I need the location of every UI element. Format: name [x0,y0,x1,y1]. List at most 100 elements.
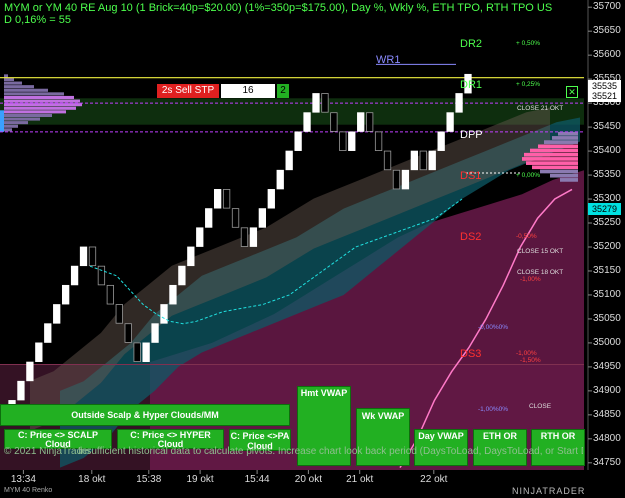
x-tick-label: 20 okt [294,474,323,485]
order-count[interactable]: 2 [277,84,289,98]
renko-brick-up [428,150,436,171]
pa-cloud-button[interactable]: C: Price <>PA Cloud [229,429,291,451]
y-tick-label: 35250 [593,217,621,228]
x-tick-label: 13:34 [10,474,36,485]
level-label-dr1: DR1 [460,78,483,91]
renko-brick-up [401,169,410,190]
volume-profile-bar [4,110,66,114]
pivot-warning-text: Insufficient historical data to calculat… [78,446,583,457]
renko-brick-up [44,323,52,343]
renko-brick-up [258,208,267,228]
renko-brick-up [53,304,61,324]
right-profile-bar [538,144,578,149]
level-pct-ds1: + 0,00% [516,171,541,179]
sell-stop-label[interactable]: 2s Sell STP [157,84,219,98]
renko-brick-down [124,323,132,343]
y-tick-label: 35500 [593,97,621,109]
renko-brick-up [169,284,177,305]
pct-label-c: -1,00%0% [478,406,508,413]
renko-brick-down [339,131,347,151]
renko-brick-up [303,112,311,132]
renko-brick-up [464,73,472,94]
level-label-ds3: DS3 [460,347,482,360]
right-profile-bar [522,157,578,161]
renko-brick-up [249,227,258,247]
x-tick-label: 21 okt [346,474,374,485]
renko-brick-up [437,131,445,151]
right-profile-bar [544,140,578,144]
renko-brick-up [267,189,275,209]
price-tag: 35535 [588,80,622,93]
chart-subtitle: D 0,16% = 55 [4,14,71,26]
scalp-cloud-button[interactable]: C: Price <> SCALP Cloud [4,429,112,449]
y-tick-label: 35350 [593,169,621,181]
close-order-icon[interactable]: ✕ [566,86,578,98]
volume-profile-bar [4,121,28,125]
day-vwap-button[interactable]: Day VWAP [414,429,468,466]
outside-scalp-hyper-button[interactable]: Outside Scalp & Hyper Clouds/MM [0,404,290,426]
y-tick-label: 35100 [593,288,621,300]
order-quantity[interactable]: 16 [221,84,275,98]
renko-brick-up [213,189,222,209]
y-tick-label: 35400 [593,145,621,157]
renko-brick-up [178,265,186,286]
price-tag: 35521 [588,90,622,103]
level-label-wr1: WR1 [376,54,401,67]
x-tick-label: 22 okt [420,474,448,485]
renko-brick-up [196,227,204,247]
copyright-text: © 2021 NinjaTrader [4,446,92,457]
level-label-ds2: DS2 [460,231,482,244]
level-pct-dr2: + 0,50% [516,39,541,47]
right-profile-bar [530,148,578,153]
renko-brick-down [392,169,401,190]
rth-or-button[interactable]: RTH OR [531,429,585,466]
volume-profile-bar [4,77,14,82]
renko-brick-down [106,284,115,305]
wk-vwap-button[interactable]: Wk VWAP [356,408,410,466]
right-profile-bar [524,152,578,157]
renko-brick-up [160,304,168,324]
pink-band-line [399,188,573,468]
renko-brick-up [142,342,150,362]
renko-brick-up [205,208,213,228]
y-tick-label: 35000 [593,336,621,348]
y-tick-label: 35300 [593,193,621,205]
volume-profile-bar [4,117,40,121]
level-label-ds1: DS1 [460,169,482,182]
renko-brick-up [294,131,302,151]
renko-brick-up [151,323,159,343]
renko-brick-down [321,93,329,113]
volume-profile-bar [4,113,52,117]
right-profile-bar [558,131,578,136]
x-tick-label: 15:44 [244,474,270,485]
right-profile-bar [526,161,578,165]
pct-label-a: -0,00%0% [478,324,508,331]
volume-profile-bar [4,95,74,100]
renko-brick-down [419,150,427,171]
close-bottom-label: CLOSE [529,403,552,410]
renko-brick-down [383,150,392,171]
y-tick-label: 35050 [593,312,621,324]
eth-or-button[interactable]: ETH OR [473,429,527,466]
y-tick-label: 35650 [593,25,621,37]
y-tick-label: 35600 [593,49,621,61]
renko-brick-up [79,246,88,267]
renko-brick-up [446,112,454,132]
renko-brick-up [187,246,195,267]
volume-profile-bar [4,88,48,92]
hmt-vwap-button[interactable]: Hmt VWAP [297,386,351,466]
renko-brick-up [357,112,365,132]
renko-brick-down [97,265,106,286]
ninjatrader-logo: NINJATRADER [512,486,586,496]
order-bar[interactable]: 2s Sell STP 16 2 [157,84,289,98]
y-tick-label: 34900 [593,384,621,396]
renko-brick-up [276,169,284,190]
hyper-cloud-button[interactable]: C: Price <> HYPER Cloud [117,429,224,449]
y-tick-label: 34750 [593,456,621,468]
pct-label-b: -1,50% [520,357,541,364]
renko-brick-up [410,150,419,171]
volume-profile-bar [4,124,18,128]
y-tick-label: 35700 [593,1,621,13]
volume-profile-bar [4,103,82,107]
level-label-dpp: DPP [460,129,483,142]
